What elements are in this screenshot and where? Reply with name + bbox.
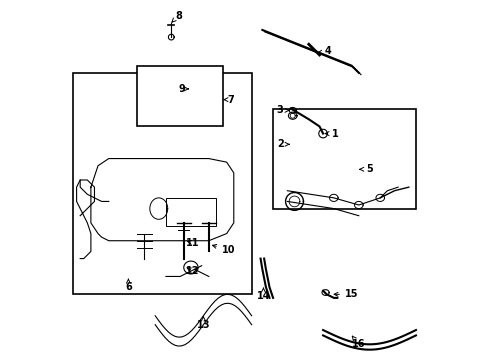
Text: 14: 14 bbox=[256, 288, 270, 301]
Text: 7: 7 bbox=[224, 95, 234, 105]
Bar bbox=[137, 66, 223, 126]
Bar bbox=[73, 73, 251, 294]
Text: 4: 4 bbox=[317, 46, 331, 57]
Text: 3: 3 bbox=[276, 105, 289, 115]
Text: 6: 6 bbox=[125, 279, 131, 292]
Text: 16: 16 bbox=[351, 336, 365, 349]
Text: 11: 11 bbox=[185, 238, 199, 248]
Text: 15: 15 bbox=[333, 289, 358, 299]
Bar bbox=[165, 198, 216, 226]
Text: 9: 9 bbox=[178, 84, 188, 94]
Text: 2: 2 bbox=[276, 139, 289, 149]
Bar bbox=[272, 109, 415, 208]
Text: 8: 8 bbox=[172, 11, 182, 22]
Text: 10: 10 bbox=[212, 244, 235, 255]
Text: 13: 13 bbox=[196, 316, 210, 330]
Text: 12: 12 bbox=[185, 266, 199, 276]
Text: 5: 5 bbox=[359, 164, 372, 174]
Text: 1: 1 bbox=[325, 129, 338, 139]
